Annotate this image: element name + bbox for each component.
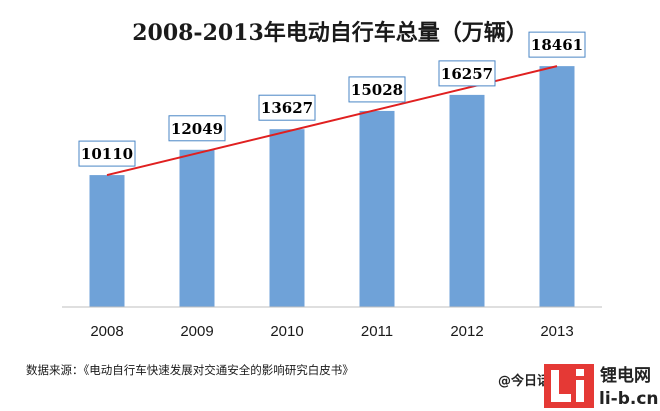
data-label-box [348,76,406,103]
data-labels: 10110 12049 13627 15028 16257 18461 [78,31,586,167]
data-label-2012: 16257 [438,60,496,87]
data-label-value: 16257 [441,65,493,83]
bar-2009 [179,149,215,307]
data-label-value: 18461 [531,36,583,54]
source-note: 数据来源：《电动自行车快速发展对交通安全的影响研究白皮书》 [26,363,354,377]
x-tick-2013: 2013 [540,323,573,340]
bars-group [89,66,575,308]
li-logo-icon [544,364,594,408]
data-label-box [78,140,136,167]
data-label-value: 13627 [261,99,313,117]
bar-2010 [269,129,305,307]
x-tick-2009: 2009 [180,323,213,340]
watermark-site-cn: 锂电网 [600,365,651,386]
data-label-box [438,60,496,87]
data-label-value: 10110 [81,145,133,163]
data-label-value: 15028 [351,81,403,99]
data-label-box [258,94,316,121]
data-label-box [168,115,226,142]
bar-2012 [449,94,485,307]
x-tick-2008: 2008 [90,323,123,340]
bar-2013 [539,66,575,308]
data-label-2009: 12049 [168,115,226,142]
data-label-box [528,31,586,58]
x-tick-labels: 2008 2009 2010 2011 2012 2013 [90,323,573,340]
data-label-2010: 13627 [258,94,316,121]
x-tick-2010: 2010 [270,323,303,340]
watermark: @今日话题制图 锂电网 li-b.cn [498,364,659,409]
bar-2008 [89,175,125,307]
x-tick-2012: 2012 [450,323,483,340]
data-label-2013: 18461 [528,31,586,58]
x-tick-2011: 2011 [361,323,393,340]
bar-2011 [359,110,395,307]
chart-title: 2008-2013年电动自行车总量（万辆） [132,20,528,46]
watermark-site-url: li-b.cn [599,389,659,409]
data-label-2008: 10110 [78,140,136,167]
data-label-2011: 15028 [348,76,406,103]
data-label-value: 12049 [171,120,223,138]
